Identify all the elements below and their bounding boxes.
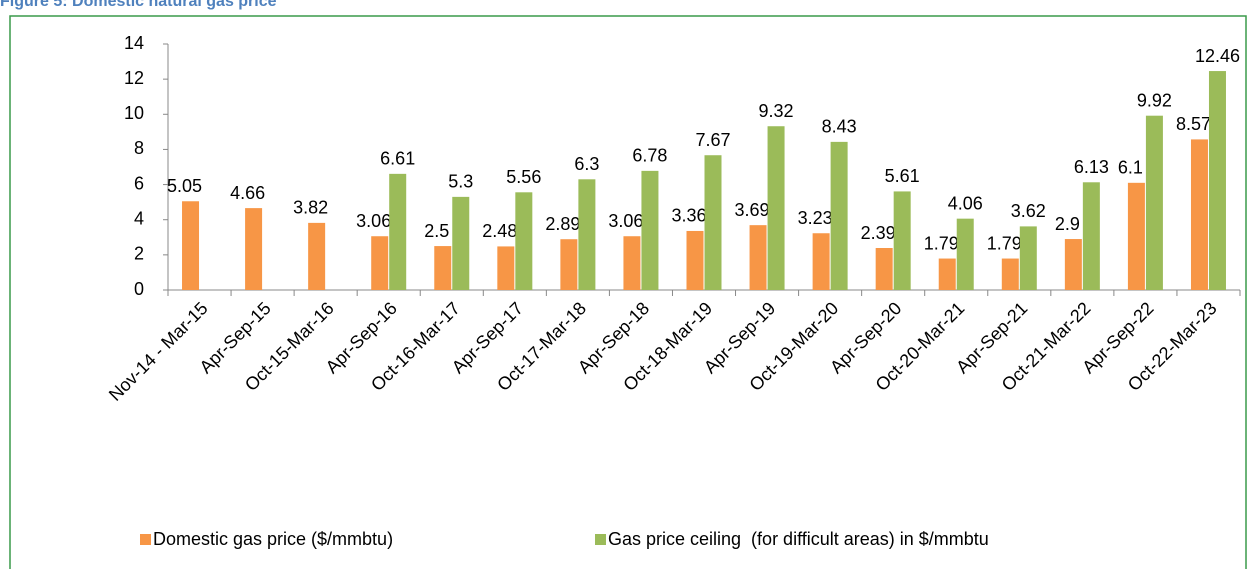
chart-title: Figure 5: Domestic natural gas price [0,0,277,10]
y-tick-label: 14 [124,33,144,53]
bar [578,179,596,290]
bar [641,170,659,290]
bar [308,222,326,290]
y-tick-label: 4 [134,208,144,228]
bar [830,141,848,290]
bar [704,155,722,290]
bar [623,236,641,290]
y-tick-label: 10 [124,103,144,123]
data-label: 5.3 [448,172,473,192]
bar [434,246,452,290]
legend-label: Gas price ceiling (for difficult areas) … [608,529,989,549]
y-tick-label: 6 [134,173,144,193]
data-label: 2.9 [1055,214,1080,234]
data-label: 5.56 [506,167,541,187]
y-tick-label: 12 [124,68,144,88]
data-label: 6.78 [632,146,667,166]
bar [1082,182,1100,290]
bar [812,233,830,290]
bar [389,173,407,290]
data-label: 12.46 [1195,46,1240,66]
data-label: 6.61 [380,149,415,169]
bar [1208,71,1226,290]
bar [767,126,785,290]
bar [1001,258,1019,290]
data-label: 4.66 [230,183,265,203]
y-tick-label: 8 [134,138,144,158]
legend-label: Domestic gas price ($/mmbtu) [153,529,393,549]
data-label: 2.39 [861,223,896,243]
legend-swatch [140,534,151,545]
bar [875,248,893,290]
data-label: 8.43 [822,117,857,137]
data-label: 4.06 [948,193,983,213]
bar [371,236,389,290]
bar [1064,239,1082,290]
y-tick-label: 0 [134,279,144,299]
bar [938,258,956,290]
frame [9,15,1247,569]
data-label: 9.92 [1137,90,1172,110]
legend-swatch [595,534,606,545]
bar [686,230,704,290]
data-label: 3.36 [671,206,706,226]
bar [182,201,200,290]
bar [497,246,515,290]
data-label: 5.05 [167,176,202,196]
bar [560,239,578,290]
bar [956,218,974,290]
bar [1190,139,1208,290]
data-label: 6.1 [1118,158,1143,178]
bar [1127,182,1145,290]
bar [1019,226,1037,290]
data-label: 1.79 [924,233,959,253]
data-label: 3.06 [608,211,643,231]
data-label: 6.3 [574,154,599,174]
data-label: 2.89 [545,214,580,234]
data-label: 3.82 [293,198,328,218]
bar [515,192,533,290]
y-tick-label: 2 [134,244,144,264]
data-label: 2.5 [424,221,449,241]
x-tick-label: Nov-14 - Mar-15 [105,298,212,405]
data-label: 9.32 [759,101,794,121]
data-label: 3.69 [735,200,770,220]
data-label: 2.48 [482,221,517,241]
bar [452,196,470,290]
bar [749,225,767,290]
data-label: 5.61 [885,166,920,186]
data-label: 3.23 [798,208,833,228]
data-label: 1.79 [987,233,1022,253]
data-label: 8.57 [1176,114,1211,134]
bar [1145,115,1163,290]
bar [893,191,911,290]
bar [245,208,263,290]
data-label: 3.62 [1011,201,1046,221]
data-label: 7.67 [695,130,730,150]
data-label: 6.13 [1074,157,1109,177]
data-label: 3.06 [356,211,391,231]
